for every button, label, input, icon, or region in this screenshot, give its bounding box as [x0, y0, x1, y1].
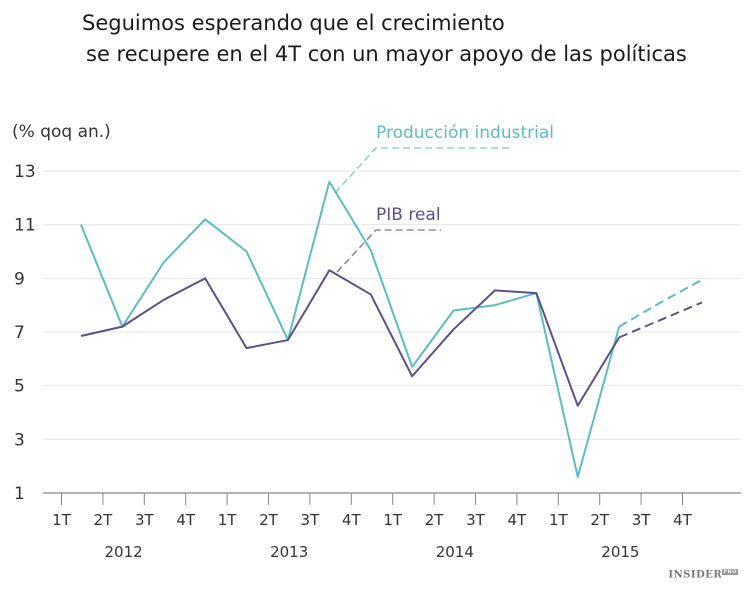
legend-pib-leader — [336, 229, 441, 273]
year-label: 2013 — [270, 543, 308, 561]
legend-pib-label: PIB real — [376, 205, 441, 225]
chart-title-line-1: Seguimos esperando que el crecimiento — [82, 11, 505, 35]
chart-title: Seguimos esperando que el crecimiento se… — [82, 8, 687, 70]
year-label: 2012 — [105, 543, 143, 561]
x-tick-label: 1T — [383, 511, 403, 529]
insider-pro-logo: INSIDERPRO — [668, 569, 738, 581]
x-tick-label: 2T — [425, 511, 445, 529]
x-tick-label: 2T — [259, 511, 279, 529]
y-tick-label: 1 — [14, 484, 25, 504]
x-tick-label: 3T — [301, 511, 321, 529]
legend-produccion-label: Producción industrial — [376, 123, 554, 143]
year-label: 2014 — [436, 543, 474, 561]
y-tick-label: 3 — [14, 430, 25, 450]
x-tick-label: 1T — [549, 511, 569, 529]
x-tick-label: 1T — [52, 511, 72, 529]
y-tick-label: 13 — [14, 162, 36, 182]
x-tick-label: 4T — [176, 511, 196, 529]
x-tick-label: 4T — [673, 511, 693, 529]
x-tick-label: 3T — [466, 511, 486, 529]
x-tick-label: 2T — [590, 511, 610, 529]
y-tick-label: 11 — [14, 216, 36, 236]
x-tick-label: 4T — [342, 511, 362, 529]
x-tick-label: 4T — [508, 511, 528, 529]
x-tick-label: 3T — [135, 511, 155, 529]
y-tick-label: 5 — [14, 377, 25, 397]
x-tick-label: 3T — [632, 511, 652, 529]
y-axis-label: (% qoq an.) — [12, 122, 111, 142]
x-tick-label: 2T — [94, 511, 114, 529]
chart-title-line-2: se recupere en el 4T con un mayor apoyo … — [86, 42, 687, 66]
y-tick-label: 7 — [14, 323, 25, 343]
series-line-produccion — [80, 180, 621, 478]
legend-produccion-leader — [334, 147, 513, 194]
year-label: 2015 — [601, 543, 639, 561]
x-tick-label: 1T — [218, 511, 238, 529]
y-tick-label: 9 — [14, 269, 25, 289]
series-line-pib — [80, 269, 621, 407]
